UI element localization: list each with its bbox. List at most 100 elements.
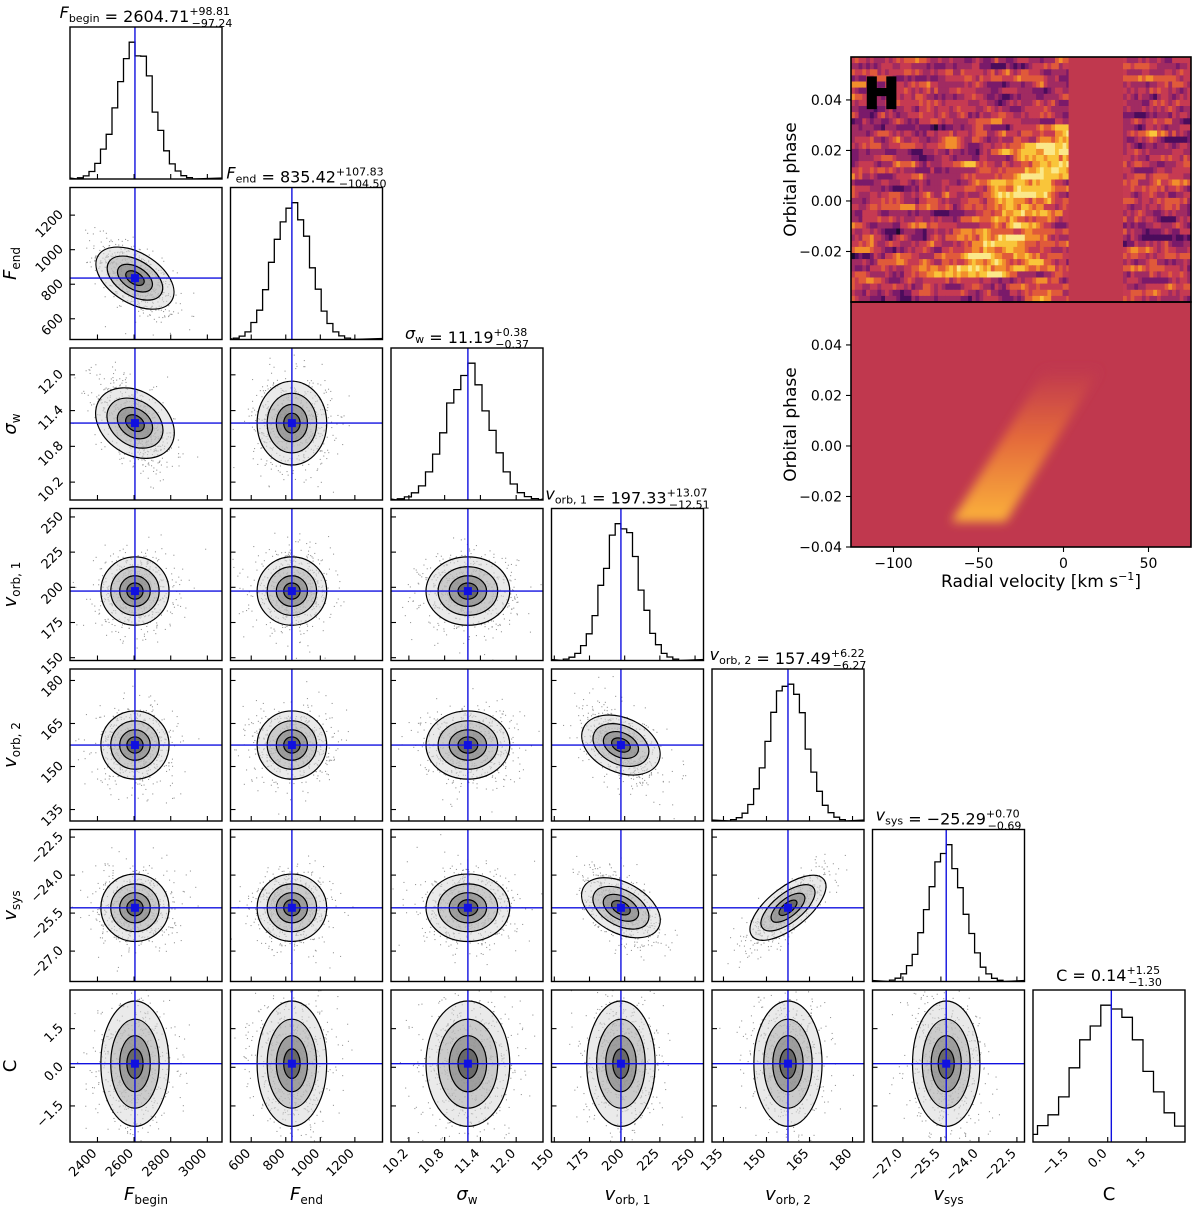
truth-marker (783, 1059, 792, 1068)
axes-frame (871, 828, 1026, 983)
title-sigma_w: σw = 11.19+0.38 −0.37 (405, 324, 529, 351)
y-tick-label: 800 (39, 276, 67, 304)
truth-marker (616, 741, 625, 750)
inset-x-tick-label: −50 (964, 556, 994, 572)
subplot-v_sys-vs-v_orb1 (550, 828, 705, 983)
axes-frame (69, 989, 223, 1143)
histogram-F_begin (70, 41, 222, 179)
title-F_end: Fend = 835.42+107.83 −104.50 (226, 164, 386, 191)
x-tick-label: 150 (741, 1146, 769, 1174)
histogram-F_end (230, 202, 383, 340)
y-tick-label: −27.0 (28, 943, 67, 982)
x-tick-label: 600 (226, 1146, 254, 1174)
y-axis-label-F_end: Fend (0, 247, 23, 280)
subplot-v_sys-vs-v_orb2 (711, 828, 865, 983)
x-axis-label-v_sys: vsys (933, 1184, 963, 1207)
x-tick-label: 250 (670, 1146, 698, 1174)
axes-frame (69, 347, 223, 501)
axes-frame (229, 347, 384, 501)
inset-y-tick-label: 0.04 (811, 338, 842, 354)
axes-frame (711, 668, 865, 822)
truth-marker (287, 419, 296, 428)
title-v_orb1: vorb, 1 = 197.33+13.07 −12.51 (545, 485, 709, 512)
observed-map (851, 57, 1191, 302)
truth-marker (287, 1059, 296, 1068)
y-tick-label: −1.5 (34, 1098, 67, 1131)
axes-frame (390, 989, 544, 1143)
inset-y-tick-label: 0.00 (811, 194, 842, 210)
x-axis-label-v_orb1: vorb, 1 (605, 1184, 651, 1207)
subplot-C-vs-C: C = 0.14+1.25 −1.30 −1.5 0.0 1.5 (1032, 964, 1186, 1179)
truth-marker (130, 903, 139, 912)
axes-frame (550, 507, 705, 662)
inset-y-tick-label: 0.00 (811, 439, 842, 455)
axes-frame (1032, 989, 1186, 1143)
axes-frame (229, 828, 384, 983)
x-tick-label: −24.0 (943, 1146, 982, 1185)
subplot-v_orb2-vs-F_begin: 135 150 165 180 (39, 668, 223, 830)
y-tick-label: 200 (39, 580, 67, 608)
title-v_orb2: vorb, 2 = 157.49+6.22 −6.27 (710, 645, 867, 672)
subplot-v_orb1-vs-sigma_w (390, 507, 544, 662)
x-tick-label: 175 (564, 1146, 592, 1174)
truth-marker (616, 903, 625, 912)
subplot-C-vs-F_end: 600 800 1000 1200 (226, 989, 384, 1180)
subplot-v_sys-vs-F_begin: −27.0−25.5−24.0−22.5 (28, 828, 223, 983)
y-axis-label-C: C (0, 1060, 21, 1073)
x-tick-label: 12.0 (488, 1146, 519, 1177)
y-tick-label: −22.5 (28, 829, 67, 868)
subplot-v_orb2-vs-sigma_w (390, 668, 544, 822)
axes-frame (550, 989, 705, 1143)
subplot-sigma_w-vs-F_end (229, 347, 384, 501)
panel-letter: H (864, 69, 899, 118)
subplot-sigma_w-vs-sigma_w: σw = 11.19+0.38 −0.37 (390, 324, 544, 501)
truth-marker (130, 274, 139, 283)
y-tick-label: 175 (39, 615, 67, 643)
x-tick-label: 2800 (140, 1146, 174, 1180)
y-tick-label: 10.2 (36, 474, 67, 505)
truth-marker (287, 741, 296, 750)
y-axis-label-v_orb1: vorb, 1 (0, 562, 23, 608)
truth-marker (130, 419, 139, 428)
x-axis-label-sigma_w: σw (456, 1184, 477, 1207)
inset-x-axis-label: Radial velocity [km s−1] (941, 570, 1141, 592)
x-axis-label-F_begin: Fbegin (124, 1184, 168, 1207)
truth-marker (463, 587, 472, 596)
subplot-F_begin-vs-F_begin: Fbegin = 2604.71+98.81 −97.24 (60, 3, 232, 180)
axes-frame (550, 828, 705, 983)
inset-x-tick-label: 50 (1140, 556, 1158, 572)
inset-y-axis-label: Orbital phase (781, 367, 801, 481)
subplot-C-vs-sigma_w: 10.2 10.8 11.4 12.0 (381, 989, 544, 1177)
x-axis-label-v_orb2: vorb, 2 (765, 1184, 811, 1207)
inset-y-tick-label: 0.02 (811, 143, 842, 159)
y-axis-label-sigma_w: σw (0, 413, 23, 434)
histogram-v_orb1 (551, 523, 704, 661)
inset-y-tick-label: 0.02 (811, 388, 842, 404)
x-tick-label: 800 (260, 1146, 288, 1174)
axes-frame (69, 828, 223, 983)
x-tick-label: 1200 (324, 1146, 358, 1180)
subplot-C-vs-F_begin: 2400 2600 2800 3000 −1.5 0.0 1.5 (34, 989, 223, 1180)
subplot-v_sys-vs-v_sys: vsys = −25.29+0.70 −0.69 (871, 806, 1026, 983)
axes-frame (69, 668, 223, 822)
truth-marker (287, 587, 296, 596)
inset-x-tick-label: −100 (874, 556, 912, 572)
subplot-C-vs-v_orb2: 135 150 165 180 (698, 989, 865, 1174)
x-axis-label-C: C (1103, 1184, 1116, 1205)
y-tick-label: −25.5 (28, 905, 67, 944)
axes-frame (229, 186, 384, 341)
masked-velocity-band (1068, 57, 1123, 302)
y-tick-label: 135 (39, 802, 67, 830)
x-tick-label: 11.4 (452, 1146, 483, 1177)
y-tick-label: −24.0 (28, 867, 67, 906)
subplot-sigma_w-vs-F_begin: 10.2 10.8 11.4 12.0 (36, 347, 223, 505)
y-tick-label: 11.4 (36, 403, 67, 434)
x-axis-label-F_end: Fend (290, 1184, 323, 1207)
subplot-C-vs-v_orb1: 150 175 200 225 250 (529, 989, 705, 1174)
x-tick-label: 3000 (176, 1146, 210, 1180)
inset-x-tick-label: 0 (1059, 556, 1068, 572)
x-tick-label: 0.0 (1085, 1146, 1110, 1171)
truth-marker (942, 1059, 951, 1068)
x-tick-label: −1.5 (1039, 1146, 1072, 1179)
